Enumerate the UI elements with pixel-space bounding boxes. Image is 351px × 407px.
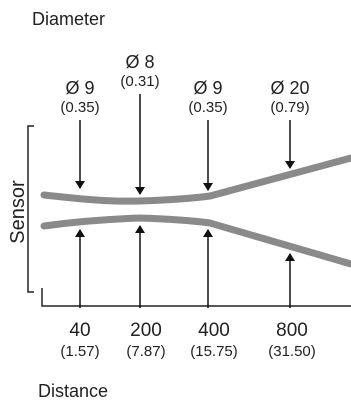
- diameter-label-4: Ø 20: [270, 78, 309, 98]
- diameter-labels: Ø 9 (0.35) Ø 8 (0.31) Ø 9 (0.35) Ø 20 (0…: [60, 52, 309, 116]
- sensor-bracket: [27, 125, 34, 293]
- diameter-label-1: Ø 9: [65, 78, 94, 98]
- distance-label-3: 400: [198, 320, 230, 341]
- distance-arrows: [75, 225, 295, 308]
- beam-upper-edge: [40, 154, 351, 205]
- diameter-label-3: Ø 9: [193, 78, 222, 98]
- distance-inch-label-4: (31.50): [268, 343, 316, 360]
- distance-axis: [41, 288, 351, 307]
- beam-lower-edge: [40, 214, 351, 268]
- distance-label-4: 800: [276, 320, 308, 341]
- distance-labels: 40 (1.57) 200 (7.87) 400 (15.75) 800 (31…: [60, 320, 315, 360]
- diameter-inch-label-3: (0.35): [188, 99, 227, 116]
- distance-inch-label-1: (1.57): [60, 343, 99, 360]
- diameter-arrows: [75, 94, 295, 195]
- distance-label-2: 200: [130, 320, 162, 341]
- diameter-heading: Diameter: [32, 9, 105, 29]
- diameter-inch-label-2: (0.31): [120, 73, 159, 90]
- diameter-inch-label-1: (0.35): [60, 99, 99, 116]
- diameter-inch-label-4: (0.79): [270, 99, 309, 116]
- distance-inch-label-3: (15.75): [190, 343, 238, 360]
- diameter-label-2: Ø 8: [125, 52, 154, 72]
- sensor-label: Sensor: [7, 180, 29, 244]
- distance-label-1: 40: [69, 320, 90, 341]
- distance-heading: Distance: [38, 381, 108, 401]
- distance-inch-label-2: (7.87): [126, 343, 165, 360]
